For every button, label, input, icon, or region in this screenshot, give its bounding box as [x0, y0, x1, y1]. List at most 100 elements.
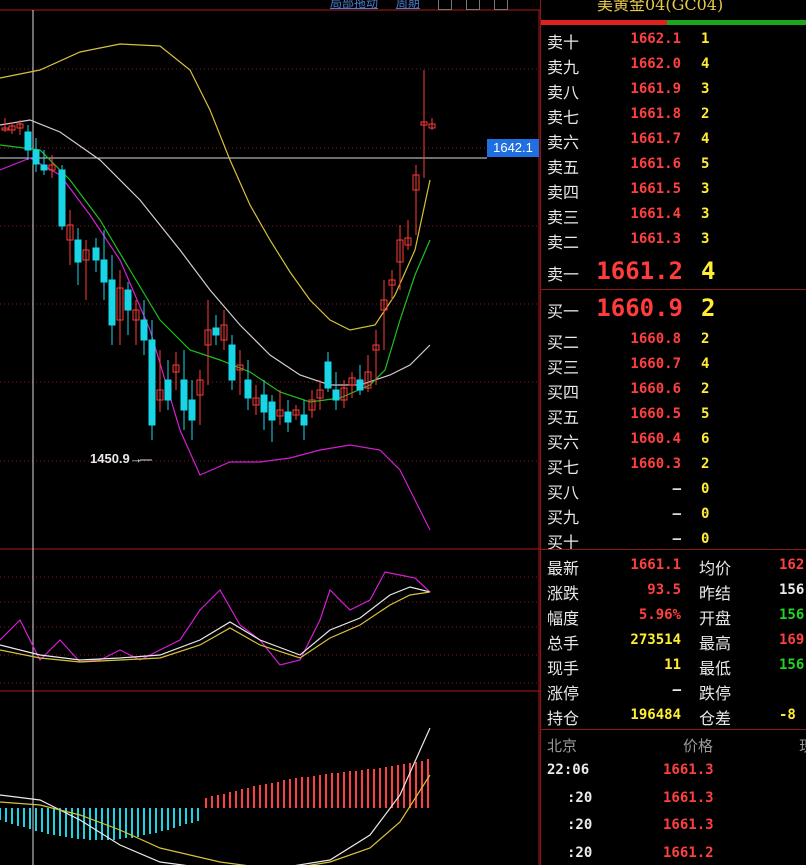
ask-volume: 1 — [701, 31, 710, 47]
reset-button[interactable] — [493, 0, 508, 10]
stat-label: 跌停 — [699, 684, 732, 703]
zoom-out-button[interactable] — [437, 0, 452, 10]
bid-row[interactable]: 买一 1660.9 2 — [541, 294, 806, 322]
osc-d-line — [0, 586, 431, 661]
divider — [541, 289, 806, 290]
candle-body — [244, 379, 252, 399]
stat-label: 总手 — [547, 634, 580, 653]
bid-volume: 4 — [701, 356, 710, 372]
ask-volume: 2 — [701, 106, 710, 122]
ask-label: 卖五 — [547, 158, 580, 177]
tick-row[interactable]: 22:06 1661.3 — [541, 758, 806, 785]
tick-time: :20 — [567, 789, 593, 806]
tick-row[interactable]: :20 1661.2 — [541, 841, 806, 865]
candle-body — [308, 399, 316, 411]
bid-ratio — [667, 20, 806, 25]
tick-header-place: 北京 — [547, 737, 578, 755]
bid-label: 买五 — [547, 408, 580, 427]
bid-row[interactable]: 买二 1660.8 2 — [541, 326, 806, 352]
stat-value: 156 — [779, 607, 805, 623]
bid-row[interactable]: 买五 1660.5 5 — [541, 401, 806, 427]
candle-body — [340, 387, 348, 401]
zoom-in-button[interactable] — [465, 0, 480, 10]
ask-row[interactable]: 卖八 1661.9 3 — [541, 76, 806, 102]
candle-body — [324, 361, 332, 389]
stat-value: 162 — [779, 557, 805, 573]
bid-volume: 0 — [701, 531, 710, 547]
candle-body — [276, 409, 284, 417]
drag-link[interactable]: 局部拖动 — [330, 0, 379, 10]
ask-volume: 3 — [701, 181, 710, 197]
period-link[interactable]: 周期 — [395, 0, 420, 10]
candle-body — [332, 389, 340, 401]
candle-body — [420, 121, 428, 126]
stat-value: 273514 — [630, 632, 681, 648]
bid-label: 买六 — [547, 433, 580, 452]
instrument-title[interactable]: 美黄金04(GC04) — [541, 0, 806, 20]
ask-row[interactable]: 卖三 1661.4 3 — [541, 201, 806, 227]
candle-body — [148, 339, 156, 426]
tick-row[interactable]: :20 1661.3 — [541, 813, 806, 840]
ask-row[interactable]: 卖六 1661.7 4 — [541, 126, 806, 152]
bid-row[interactable]: 买十 — 0 — [541, 526, 806, 552]
stats-row: 涨停 — 跌停 — [541, 677, 806, 703]
ask-row[interactable]: 卖七 1661.8 2 — [541, 101, 806, 127]
ask-row[interactable]: 卖九 1662.0 4 — [541, 51, 806, 77]
lower-band-line — [0, 157, 431, 531]
bid-volume: 0 — [701, 481, 710, 497]
ask-ratio — [541, 20, 667, 25]
bid-row[interactable]: 买四 1660.6 2 — [541, 376, 806, 402]
bid-volume: 2 — [701, 381, 710, 397]
ask-row[interactable]: 卖五 1661.6 5 — [541, 151, 806, 177]
bid-row[interactable]: 买六 1660.4 6 — [541, 426, 806, 452]
bid-volume: 5 — [701, 406, 710, 422]
ask-price: 1661.9 — [630, 81, 681, 97]
candle-body — [300, 414, 308, 426]
bid-volume: 6 — [701, 431, 710, 447]
tick-time: :20 — [567, 817, 593, 833]
bid-row[interactable]: 买三 1660.7 4 — [541, 351, 806, 377]
candle-body — [124, 289, 132, 311]
ask-row[interactable]: 卖二 1661.3 3 — [541, 226, 806, 252]
ask-row[interactable]: 卖四 1661.5 3 — [541, 176, 806, 202]
stats-row: 现手 11 最低 156 — [541, 652, 806, 678]
bid-row[interactable]: 买八 — 0 — [541, 476, 806, 502]
middle-band-line — [0, 119, 431, 386]
candle-body — [348, 377, 356, 386]
candle-body — [32, 149, 40, 165]
stat-value: 156 — [779, 582, 805, 598]
stat-value: 1661.1 — [630, 557, 681, 573]
bid-price: 1660.4 — [630, 431, 681, 447]
macd-dea-line — [0, 774, 431, 865]
stat-label: 涨跌 — [547, 584, 580, 603]
ask-volume: 3 — [701, 206, 710, 222]
ask-price: 1661.2 — [596, 257, 683, 285]
chart-canvas[interactable] — [0, 0, 540, 865]
low-price-label: 1450.9→ — [90, 451, 143, 466]
candle-body — [100, 259, 108, 283]
stat-value: 93.5 — [647, 582, 681, 598]
candle-body — [380, 299, 388, 311]
candle-body — [16, 123, 24, 129]
stats-row: 涨跌 93.5 昨结 156 — [541, 577, 806, 603]
candle-body — [364, 371, 372, 389]
ask-row[interactable]: 卖十 1662.1 1 — [541, 26, 806, 52]
candle-body — [284, 411, 292, 423]
bid-row[interactable]: 买七 1660.3 2 — [541, 451, 806, 477]
bid-row[interactable]: 买九 — 0 — [541, 501, 806, 527]
ask-label: 卖四 — [547, 183, 580, 202]
bid-price: — — [672, 506, 681, 522]
stat-label: 幅度 — [547, 609, 580, 628]
candle-body — [74, 239, 82, 263]
ask-price: 1661.3 — [630, 231, 681, 247]
stats-row: 持仓 196484 仓差 -8 — [541, 702, 806, 728]
tick-row[interactable]: :20 1661.3 — [541, 786, 806, 813]
stat-value: 196484 — [630, 707, 681, 723]
stat-label: 均价 — [699, 559, 732, 578]
ask-label: 卖一 — [547, 265, 580, 284]
ask-row[interactable]: 卖一 1661.2 4 — [541, 257, 806, 285]
candlestick-chart[interactable]: 局部拖动 周期 1642.1 1450.9→ — [0, 0, 540, 865]
bid-volume: 0 — [701, 506, 710, 522]
ask-price: 1661.4 — [630, 206, 681, 222]
candle-body — [356, 379, 364, 391]
